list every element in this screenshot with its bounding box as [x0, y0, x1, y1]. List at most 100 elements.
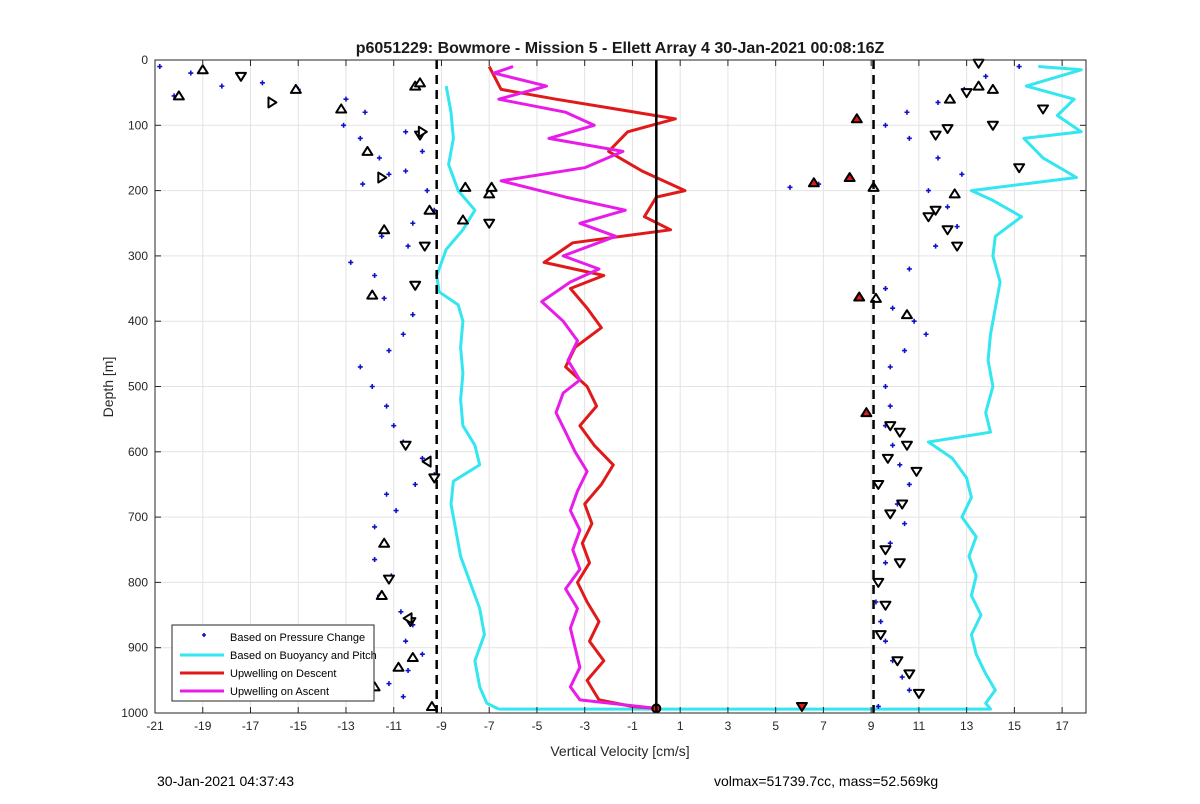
marker-triangle-down	[891, 656, 904, 667]
marker-triangle-up	[853, 291, 866, 302]
pressure-point	[341, 122, 347, 128]
x-tick-label: 7	[820, 719, 827, 733]
marker-triangle-up	[860, 407, 873, 418]
series-line-upwelling-on-ascent	[492, 65, 657, 710]
marker-triangle-down	[418, 241, 431, 252]
pressure-point	[384, 403, 390, 409]
pressure-point	[343, 96, 349, 102]
marker-triangle-up	[900, 309, 913, 320]
marker-triangle-up	[413, 77, 426, 88]
marker-triangle-down	[881, 453, 894, 464]
x-tick-label: -13	[337, 719, 355, 733]
pressure-point	[897, 462, 903, 468]
pressure-point	[376, 155, 382, 161]
y-tick-label: 0	[141, 53, 148, 67]
marker-triangle-up	[459, 181, 472, 192]
pressure-point	[882, 286, 888, 292]
pressure-point	[1016, 64, 1022, 70]
marker-triangle-up	[972, 80, 985, 91]
pressure-point	[379, 233, 385, 239]
y-tick-label: 300	[128, 249, 148, 263]
marker-triangle-down	[1037, 104, 1050, 115]
x-tick-label: 5	[772, 719, 779, 733]
marker-triangle-up	[289, 83, 302, 94]
marker-triangle-down	[951, 241, 964, 252]
pressure-point	[372, 272, 378, 278]
pressure-point	[157, 64, 163, 70]
legend-label: Based on Buoyancy and Pitch	[230, 650, 377, 662]
pressure-point	[925, 188, 931, 194]
marker-triangle-down	[910, 466, 923, 477]
pressure-point	[902, 521, 908, 527]
pressure-point	[933, 243, 939, 249]
pressure-point	[959, 171, 965, 177]
y-tick-label: 600	[128, 445, 148, 459]
pressure-point	[904, 109, 910, 115]
marker-triangle-down	[912, 688, 925, 699]
y-tick-label: 800	[128, 575, 148, 589]
pressure-point	[348, 259, 354, 265]
marker-triangle-down	[960, 88, 973, 99]
pressure-point	[906, 687, 912, 693]
x-tick-label: -21	[146, 719, 164, 733]
marker-triangle-down	[409, 280, 422, 291]
marker-triangle-up	[843, 172, 856, 183]
y-tick-label: 1000	[121, 706, 148, 720]
x-tick-label: -1	[627, 719, 638, 733]
pressure-point	[219, 83, 225, 89]
marker-triangle-down	[399, 440, 412, 451]
x-tick-label: 13	[960, 719, 974, 733]
marker-triangle-down	[872, 577, 885, 588]
marker-triangle-down	[986, 120, 999, 131]
pressure-point	[419, 455, 425, 461]
pressure-point	[882, 122, 888, 128]
marker-triangle-up	[361, 145, 374, 156]
pressure-point	[424, 188, 430, 194]
legend-box	[171, 624, 375, 702]
marker-triangle-down	[922, 212, 935, 223]
marker-triangle-up	[406, 651, 419, 662]
marker-triangle-down	[929, 205, 942, 216]
chart-title: p6051229: Bowmore - Mission 5 - Ellett A…	[356, 40, 885, 57]
marker-triangle-down	[234, 71, 247, 82]
pressure-point	[882, 638, 888, 644]
y-axis-label: Depth [m]	[100, 357, 116, 418]
pressure-point	[906, 135, 912, 141]
y-tick-label: 900	[128, 641, 148, 655]
pressure-point	[386, 348, 392, 354]
x-tick-label: 15	[1008, 719, 1022, 733]
x-tick-label: -19	[194, 719, 212, 733]
pressure-point	[393, 508, 399, 514]
series-line-based-on-buoyancy-and-pitch	[435, 85, 500, 711]
pressure-point	[882, 560, 888, 566]
marker-triangle-up	[943, 93, 956, 104]
pressure-point	[403, 129, 409, 135]
legend-swatch-dot	[202, 633, 206, 637]
pressure-point	[384, 491, 390, 497]
legend-label: Based on Pressure Change	[230, 632, 365, 644]
marker-triangle-up	[335, 103, 348, 114]
marker-triangle-up	[425, 700, 438, 711]
marker-triangle-up	[869, 292, 882, 303]
pressure-point	[954, 224, 960, 230]
marker-triangle-up	[807, 177, 820, 188]
footer-info: volmax=51739.7cc, mass=52.569kg	[714, 773, 939, 789]
pressure-point	[787, 184, 793, 190]
pressure-point	[419, 651, 425, 657]
x-tick-label: 3	[725, 719, 732, 733]
pressure-point	[878, 619, 884, 625]
pressure-point	[398, 609, 404, 615]
pressure-point	[923, 331, 929, 337]
marker-triangle-down	[879, 600, 892, 611]
pressure-point	[419, 148, 425, 154]
marker-triangle-up	[986, 83, 999, 94]
marker-triangle-right	[417, 125, 428, 138]
marker-triangle-up	[366, 289, 379, 300]
x-tick-label: 1	[677, 719, 684, 733]
marker-triangle-up	[850, 113, 863, 124]
pressure-point	[362, 109, 368, 115]
pressure-point	[400, 331, 406, 337]
pressure-point	[875, 703, 881, 709]
marker-triangle-down	[483, 218, 496, 229]
